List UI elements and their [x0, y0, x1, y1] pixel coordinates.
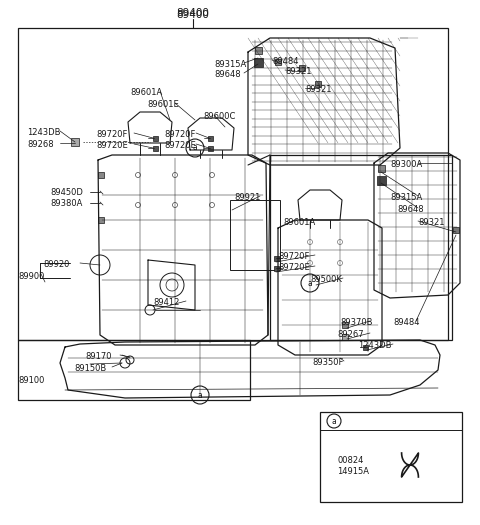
Bar: [98, 217, 104, 223]
Text: 89300A: 89300A: [390, 160, 422, 169]
Bar: [453, 227, 459, 233]
Bar: [18, 28, 448, 340]
Bar: [18, 340, 250, 400]
Text: 89321: 89321: [285, 67, 312, 76]
Text: 89321: 89321: [305, 85, 332, 94]
Bar: [253, 58, 263, 67]
Text: 89920: 89920: [43, 260, 70, 269]
Text: 89321: 89321: [418, 218, 444, 227]
Bar: [207, 135, 213, 141]
Bar: [207, 145, 213, 151]
Text: 89400: 89400: [177, 8, 209, 18]
Text: 89484: 89484: [393, 318, 420, 327]
Bar: [274, 266, 278, 270]
Text: 89380A: 89380A: [50, 199, 83, 208]
Text: 89315A: 89315A: [390, 193, 422, 202]
Bar: [153, 135, 157, 141]
Text: 89450D: 89450D: [50, 188, 83, 197]
Bar: [275, 59, 281, 65]
Text: 89648: 89648: [397, 205, 424, 214]
Text: 89100: 89100: [18, 376, 44, 385]
Bar: [71, 138, 79, 146]
Text: 89500K: 89500K: [310, 275, 342, 284]
Bar: [254, 47, 262, 54]
Bar: [315, 81, 321, 87]
Bar: [376, 175, 385, 184]
Text: 89412: 89412: [153, 298, 180, 307]
Text: 89900: 89900: [18, 272, 44, 281]
Text: 89268: 89268: [27, 140, 54, 149]
Text: 89720E: 89720E: [164, 141, 196, 150]
Text: 89720F: 89720F: [278, 252, 310, 261]
Text: 89601A: 89601A: [283, 218, 315, 227]
Text: 89720F: 89720F: [164, 130, 195, 139]
Text: 89350F: 89350F: [312, 358, 343, 367]
Text: 1243DB: 1243DB: [358, 341, 392, 350]
Bar: [342, 322, 348, 328]
Text: 89601A: 89601A: [130, 88, 162, 97]
Text: 89170: 89170: [85, 352, 111, 361]
Text: 89484: 89484: [272, 57, 299, 66]
Text: 1243DB: 1243DB: [27, 128, 60, 137]
Text: a: a: [192, 143, 197, 152]
Text: 89315A: 89315A: [214, 60, 246, 69]
Text: 89267: 89267: [337, 330, 364, 339]
Text: 89720E: 89720E: [96, 141, 128, 150]
Text: 14915A: 14915A: [337, 467, 369, 476]
Text: 89648: 89648: [214, 70, 240, 79]
Text: 89600C: 89600C: [203, 112, 235, 121]
Text: 89720F: 89720F: [96, 130, 127, 139]
Text: 89720E: 89720E: [278, 263, 310, 272]
Text: 89370B: 89370B: [340, 318, 372, 327]
Text: 89400: 89400: [177, 10, 209, 20]
Text: 89150B: 89150B: [74, 364, 106, 373]
Bar: [299, 65, 305, 71]
Text: 89601E: 89601E: [147, 100, 179, 109]
Bar: [270, 155, 452, 340]
Bar: [153, 145, 157, 151]
Bar: [362, 344, 368, 350]
Text: a: a: [332, 416, 336, 425]
Text: 89921: 89921: [234, 193, 260, 202]
Bar: [98, 172, 104, 178]
Bar: [230, 200, 280, 270]
Bar: [342, 334, 348, 340]
Text: a: a: [198, 391, 203, 400]
Bar: [274, 256, 278, 260]
Text: a: a: [308, 278, 312, 288]
Bar: [377, 164, 384, 172]
Bar: [320, 412, 462, 502]
Text: 00824: 00824: [337, 456, 363, 465]
